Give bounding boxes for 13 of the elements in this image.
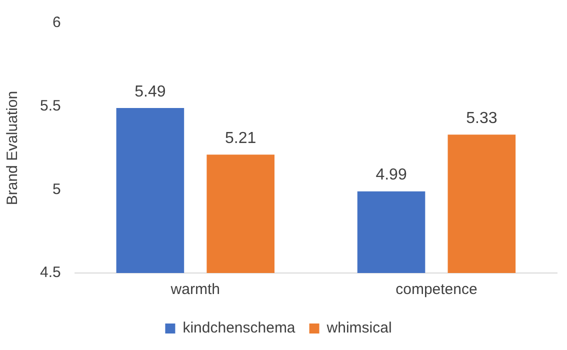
x-tick-label: competence	[396, 281, 478, 298]
legend-label: kindchenschema	[182, 320, 296, 337]
y-tick-label: 6	[52, 14, 61, 32]
data-label: 5.49	[134, 83, 166, 100]
y-axis-title: Brand Evaluation	[4, 90, 22, 206]
legend-label: whimsical	[326, 320, 392, 337]
data-label: 4.99	[376, 166, 407, 184]
y-tick-label: 5.5	[40, 97, 61, 114]
data-label: 5.33	[466, 110, 498, 128]
y-tick-label: 4.5	[40, 264, 61, 282]
y-tick-label: 5	[52, 180, 61, 198]
x-tick-label: warmth	[170, 281, 220, 298]
data-label: 5.21	[225, 130, 256, 148]
